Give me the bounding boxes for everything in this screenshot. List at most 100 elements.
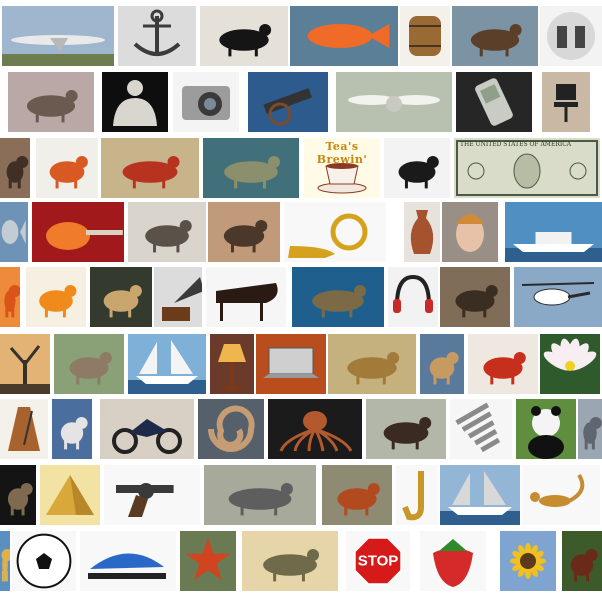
image-tile-ketch bbox=[128, 334, 206, 394]
leopard-icon bbox=[347, 352, 400, 385]
hedgehog-icon bbox=[455, 285, 498, 318]
binoculars-icon bbox=[547, 12, 595, 60]
image-tile-electric-guitar bbox=[32, 202, 124, 262]
platypus-icon bbox=[7, 483, 33, 516]
image-tile-stop-sign: STOP bbox=[346, 531, 410, 591]
stegosaurus-icon bbox=[263, 549, 320, 582]
vase-icon bbox=[410, 210, 434, 254]
pigeon-icon bbox=[583, 417, 602, 450]
image-tile-saxophone bbox=[396, 465, 438, 525]
pagoda-icon bbox=[455, 402, 501, 453]
turtle-icon bbox=[312, 285, 367, 318]
sailboat-icon bbox=[128, 340, 206, 394]
image-tile-face bbox=[442, 202, 498, 262]
image-tile-cannon bbox=[248, 72, 328, 132]
image-tile-goldfish bbox=[290, 6, 398, 66]
rhino-icon bbox=[228, 483, 293, 516]
image-tile-hedgehog bbox=[440, 267, 510, 327]
saxophone-icon bbox=[402, 471, 424, 521]
image-tile-gramophone bbox=[154, 267, 202, 327]
face-icon bbox=[456, 214, 484, 252]
fish-icon bbox=[307, 24, 390, 48]
image-tile-camera bbox=[173, 72, 239, 132]
tick-icon bbox=[570, 549, 598, 582]
garfield-icon bbox=[39, 285, 77, 318]
image-tile-rooster bbox=[322, 465, 392, 525]
ant-icon bbox=[219, 24, 272, 57]
image-tile-laptop bbox=[256, 334, 326, 394]
dinosaur-icon bbox=[26, 90, 78, 123]
image-tile-dolphin bbox=[0, 202, 28, 262]
image-tile-rhino bbox=[204, 465, 316, 525]
image-tile-flamingo bbox=[0, 267, 20, 327]
image-tile-revolver bbox=[104, 465, 200, 525]
image-tile-platypus bbox=[0, 465, 36, 525]
bill-text: THE UNITED STATES OF AMERICA bbox=[460, 141, 572, 148]
image-tile-minaret bbox=[52, 399, 92, 459]
headphone-icon bbox=[393, 274, 433, 313]
image-tile-panda bbox=[516, 399, 576, 459]
metronome-icon bbox=[8, 407, 40, 451]
flamingo-icon bbox=[4, 285, 20, 318]
image-tile-dalmatian bbox=[384, 138, 450, 198]
image-tile-chimp bbox=[0, 138, 30, 198]
image-tile-joshua-tree bbox=[0, 334, 50, 394]
image-tile-kangaroo bbox=[54, 334, 124, 394]
image-tile-pyramid bbox=[40, 465, 100, 525]
image-tile-helicopter bbox=[514, 267, 602, 327]
image-tile-crab bbox=[36, 138, 98, 198]
helicopter-icon bbox=[521, 282, 595, 306]
image-tile-octopus bbox=[268, 399, 362, 459]
cup-icon bbox=[317, 163, 367, 194]
chair-icon bbox=[554, 84, 578, 122]
laptop-icon bbox=[263, 347, 319, 378]
sunflower-icon bbox=[510, 543, 546, 579]
rooster-icon bbox=[337, 483, 380, 516]
crayfish-icon bbox=[122, 156, 180, 189]
image-tile-lobster bbox=[468, 334, 538, 394]
image-tile-elephant bbox=[128, 202, 206, 262]
anchor-icon bbox=[133, 9, 181, 56]
okapi-icon bbox=[383, 417, 432, 450]
image-tile-crocodile bbox=[203, 138, 299, 198]
gramophone-icon bbox=[162, 277, 202, 321]
lobster-icon bbox=[483, 352, 526, 385]
image-tile-buddha bbox=[102, 72, 168, 132]
image-tile-pigeon bbox=[578, 399, 602, 459]
image-tile-barrel bbox=[400, 6, 450, 66]
seahorse-icon bbox=[1, 549, 10, 582]
image-tile-hawksbill bbox=[292, 267, 384, 327]
image-tile-grand-piano bbox=[206, 267, 286, 327]
image-tile-airplane bbox=[2, 6, 114, 66]
phone-icon bbox=[475, 78, 513, 126]
image-tile-headphone bbox=[388, 267, 438, 327]
elephant-icon bbox=[145, 220, 192, 253]
motorbike-icon bbox=[112, 419, 182, 454]
image-tile-tick bbox=[562, 531, 602, 591]
image-tile-strawberry bbox=[420, 531, 486, 591]
octopus-icon bbox=[279, 411, 353, 452]
chimp-icon bbox=[6, 156, 29, 189]
image-tile-anchor bbox=[118, 6, 196, 66]
image-tile-scorpion bbox=[522, 465, 600, 525]
image-tile-leopards bbox=[328, 334, 416, 394]
image-tile-ant bbox=[200, 6, 288, 66]
image-tile-binoculars bbox=[540, 6, 602, 66]
image-tile-llama bbox=[420, 334, 464, 394]
dog-icon bbox=[398, 156, 439, 189]
crocodile-icon bbox=[224, 156, 281, 189]
image-tile-schooner bbox=[440, 465, 520, 525]
schooner-icon bbox=[440, 471, 520, 525]
image-tile-chair bbox=[542, 72, 590, 132]
image-tile-euphonium bbox=[284, 202, 386, 262]
image-tile-lamp bbox=[210, 334, 254, 394]
bill-icon bbox=[456, 140, 598, 196]
tile-caption: Tea's Brewin' bbox=[316, 140, 368, 166]
strawberry-icon bbox=[433, 539, 473, 587]
image-tile-sea-horse bbox=[0, 531, 10, 591]
image-tile-crayfish bbox=[101, 138, 199, 198]
image-tile-sunflower bbox=[500, 531, 556, 591]
horn-icon bbox=[288, 213, 368, 258]
stapler-icon bbox=[88, 553, 166, 579]
image-tile-motorbike bbox=[100, 399, 194, 459]
